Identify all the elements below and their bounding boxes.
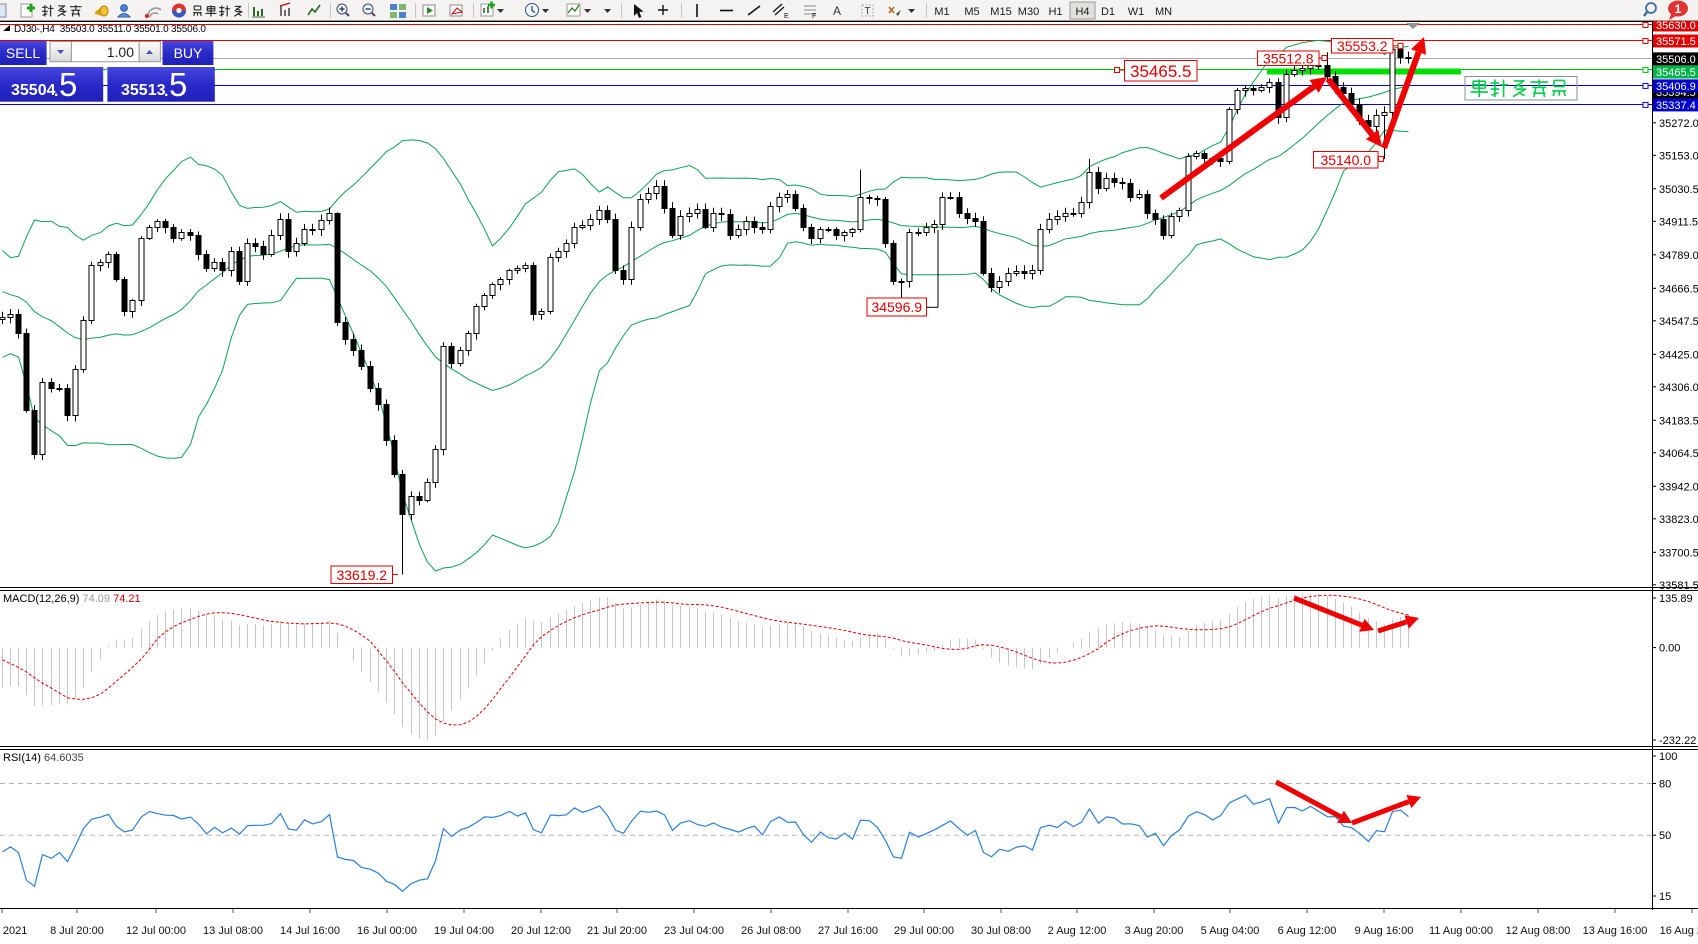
svg-text:RSI(14) 64.6035: RSI(14) 64.6035 <box>3 752 84 764</box>
svg-text:0.00: 0.00 <box>1659 643 1680 655</box>
svg-text:MN: MN <box>1155 6 1172 18</box>
svg-text:2 Aug 12:00: 2 Aug 12:00 <box>1048 925 1107 937</box>
svg-text:35465.5: 35465.5 <box>1130 62 1191 81</box>
svg-text:5: 5 <box>169 66 187 103</box>
svg-text:34666.5: 34666.5 <box>1659 283 1698 295</box>
svg-text:.: . <box>164 83 168 100</box>
svg-text:F: F <box>812 13 816 20</box>
svg-text:33942.0: 33942.0 <box>1659 481 1698 493</box>
svg-text:M30: M30 <box>1018 6 1039 18</box>
svg-text:15: 15 <box>1659 891 1671 903</box>
svg-text:1.00: 1.00 <box>107 44 134 60</box>
svg-text:35030.5: 35030.5 <box>1659 184 1698 196</box>
svg-text:5 Aug 04:00: 5 Aug 04:00 <box>1201 925 1260 937</box>
svg-text:23 Jul 04:00: 23 Jul 04:00 <box>664 925 724 937</box>
svg-text:D1: D1 <box>1101 6 1115 18</box>
svg-text:BUY: BUY <box>174 45 203 61</box>
svg-text:35406.9: 35406.9 <box>1656 81 1696 93</box>
svg-text:13 Jul 08:00: 13 Jul 08:00 <box>203 925 263 937</box>
svg-text:34789.0: 34789.0 <box>1659 250 1698 262</box>
svg-text:M15: M15 <box>990 6 1011 18</box>
svg-text:SELL: SELL <box>6 45 40 61</box>
svg-text:35337.4: 35337.4 <box>1656 100 1696 112</box>
svg-text:16 Aug 20:00: 16 Aug 20:00 <box>1660 925 1698 937</box>
svg-text:T: T <box>865 6 871 17</box>
svg-text:33700.5: 33700.5 <box>1659 547 1698 559</box>
svg-text:27 Jul 16:00: 27 Jul 16:00 <box>818 925 878 937</box>
svg-text:35153.0: 35153.0 <box>1659 150 1698 162</box>
svg-text:34306.0: 34306.0 <box>1659 382 1698 394</box>
svg-text:20 Jul 12:00: 20 Jul 12:00 <box>511 925 571 937</box>
svg-text:6 Aug 12:00: 6 Aug 12:00 <box>1278 925 1337 937</box>
svg-text:16 Jul 00:00: 16 Jul 00:00 <box>357 925 417 937</box>
svg-text:5 Jul 2021: 5 Jul 2021 <box>0 925 27 937</box>
svg-text:35513: 35513 <box>121 82 166 99</box>
svg-text:26 Jul 08:00: 26 Jul 08:00 <box>741 925 801 937</box>
svg-text:A: A <box>833 4 841 18</box>
svg-text:21 Jul 20:00: 21 Jul 20:00 <box>587 925 647 937</box>
svg-text:35512.8: 35512.8 <box>1263 50 1314 66</box>
svg-text:.: . <box>54 83 58 100</box>
svg-text:8 Jul 20:00: 8 Jul 20:00 <box>50 925 104 937</box>
svg-text:50: 50 <box>1659 830 1671 842</box>
svg-text:34596.9: 34596.9 <box>871 299 922 315</box>
svg-text:3 Aug 20:00: 3 Aug 20:00 <box>1125 925 1184 937</box>
svg-text:80: 80 <box>1659 779 1671 791</box>
svg-text:M1: M1 <box>934 6 949 18</box>
svg-text:29 Jul 00:00: 29 Jul 00:00 <box>894 925 954 937</box>
svg-text:MACD(12,26,9) 74.09 74.21: MACD(12,26,9) 74.09 74.21 <box>3 593 141 605</box>
svg-text:34911.5: 34911.5 <box>1659 216 1698 228</box>
svg-text:H4: H4 <box>1075 6 1089 18</box>
svg-text:-232.22: -232.22 <box>1659 735 1696 747</box>
svg-text:33823.0: 33823.0 <box>1659 514 1698 526</box>
svg-text:35272.0: 35272.0 <box>1659 118 1698 130</box>
svg-text:9 Aug 16:00: 9 Aug 16:00 <box>1355 925 1414 937</box>
svg-text:13 Aug 16:00: 13 Aug 16:00 <box>1583 925 1648 937</box>
svg-text:35553.2: 35553.2 <box>1337 38 1388 54</box>
svg-text:33619.2: 33619.2 <box>336 567 387 583</box>
svg-text:35504: 35504 <box>11 82 56 99</box>
svg-text:35506.0: 35506.0 <box>1656 54 1696 66</box>
svg-text:5: 5 <box>59 66 77 103</box>
svg-text:DJ30-,H4 35503.0 35511.0 3550: DJ30-,H4 35503.0 35511.0 35501.0 35506.0 <box>14 24 206 35</box>
svg-text:35571.5: 35571.5 <box>1656 36 1696 48</box>
svg-text:11 Aug 00:00: 11 Aug 00:00 <box>1429 925 1493 937</box>
svg-text:33581.5: 33581.5 <box>1659 580 1698 592</box>
svg-text:34547.5: 34547.5 <box>1659 316 1698 328</box>
svg-text:35140.0: 35140.0 <box>1320 152 1371 168</box>
svg-text:35465.5: 35465.5 <box>1656 67 1696 79</box>
svg-text:100: 100 <box>1659 751 1677 763</box>
svg-text:30 Jul 08:00: 30 Jul 08:00 <box>971 925 1031 937</box>
svg-text:H1: H1 <box>1048 6 1062 18</box>
svg-text:34425.0: 34425.0 <box>1659 349 1698 361</box>
svg-text:12 Aug 08:00: 12 Aug 08:00 <box>1506 925 1571 937</box>
svg-text:35630.0: 35630.0 <box>1656 20 1696 32</box>
svg-text:34183.5: 34183.5 <box>1659 415 1698 427</box>
svg-text:W1: W1 <box>1128 6 1145 18</box>
svg-text:14 Jul 16:00: 14 Jul 16:00 <box>280 925 340 937</box>
svg-text:12 Jul 00:00: 12 Jul 00:00 <box>126 925 186 937</box>
svg-text:34064.5: 34064.5 <box>1659 448 1698 460</box>
svg-text:1: 1 <box>1675 2 1682 16</box>
svg-text:19 Jul 04:00: 19 Jul 04:00 <box>434 925 494 937</box>
svg-text:E: E <box>784 13 789 20</box>
svg-text:135.89: 135.89 <box>1659 593 1693 605</box>
svg-text:M5: M5 <box>964 6 979 18</box>
